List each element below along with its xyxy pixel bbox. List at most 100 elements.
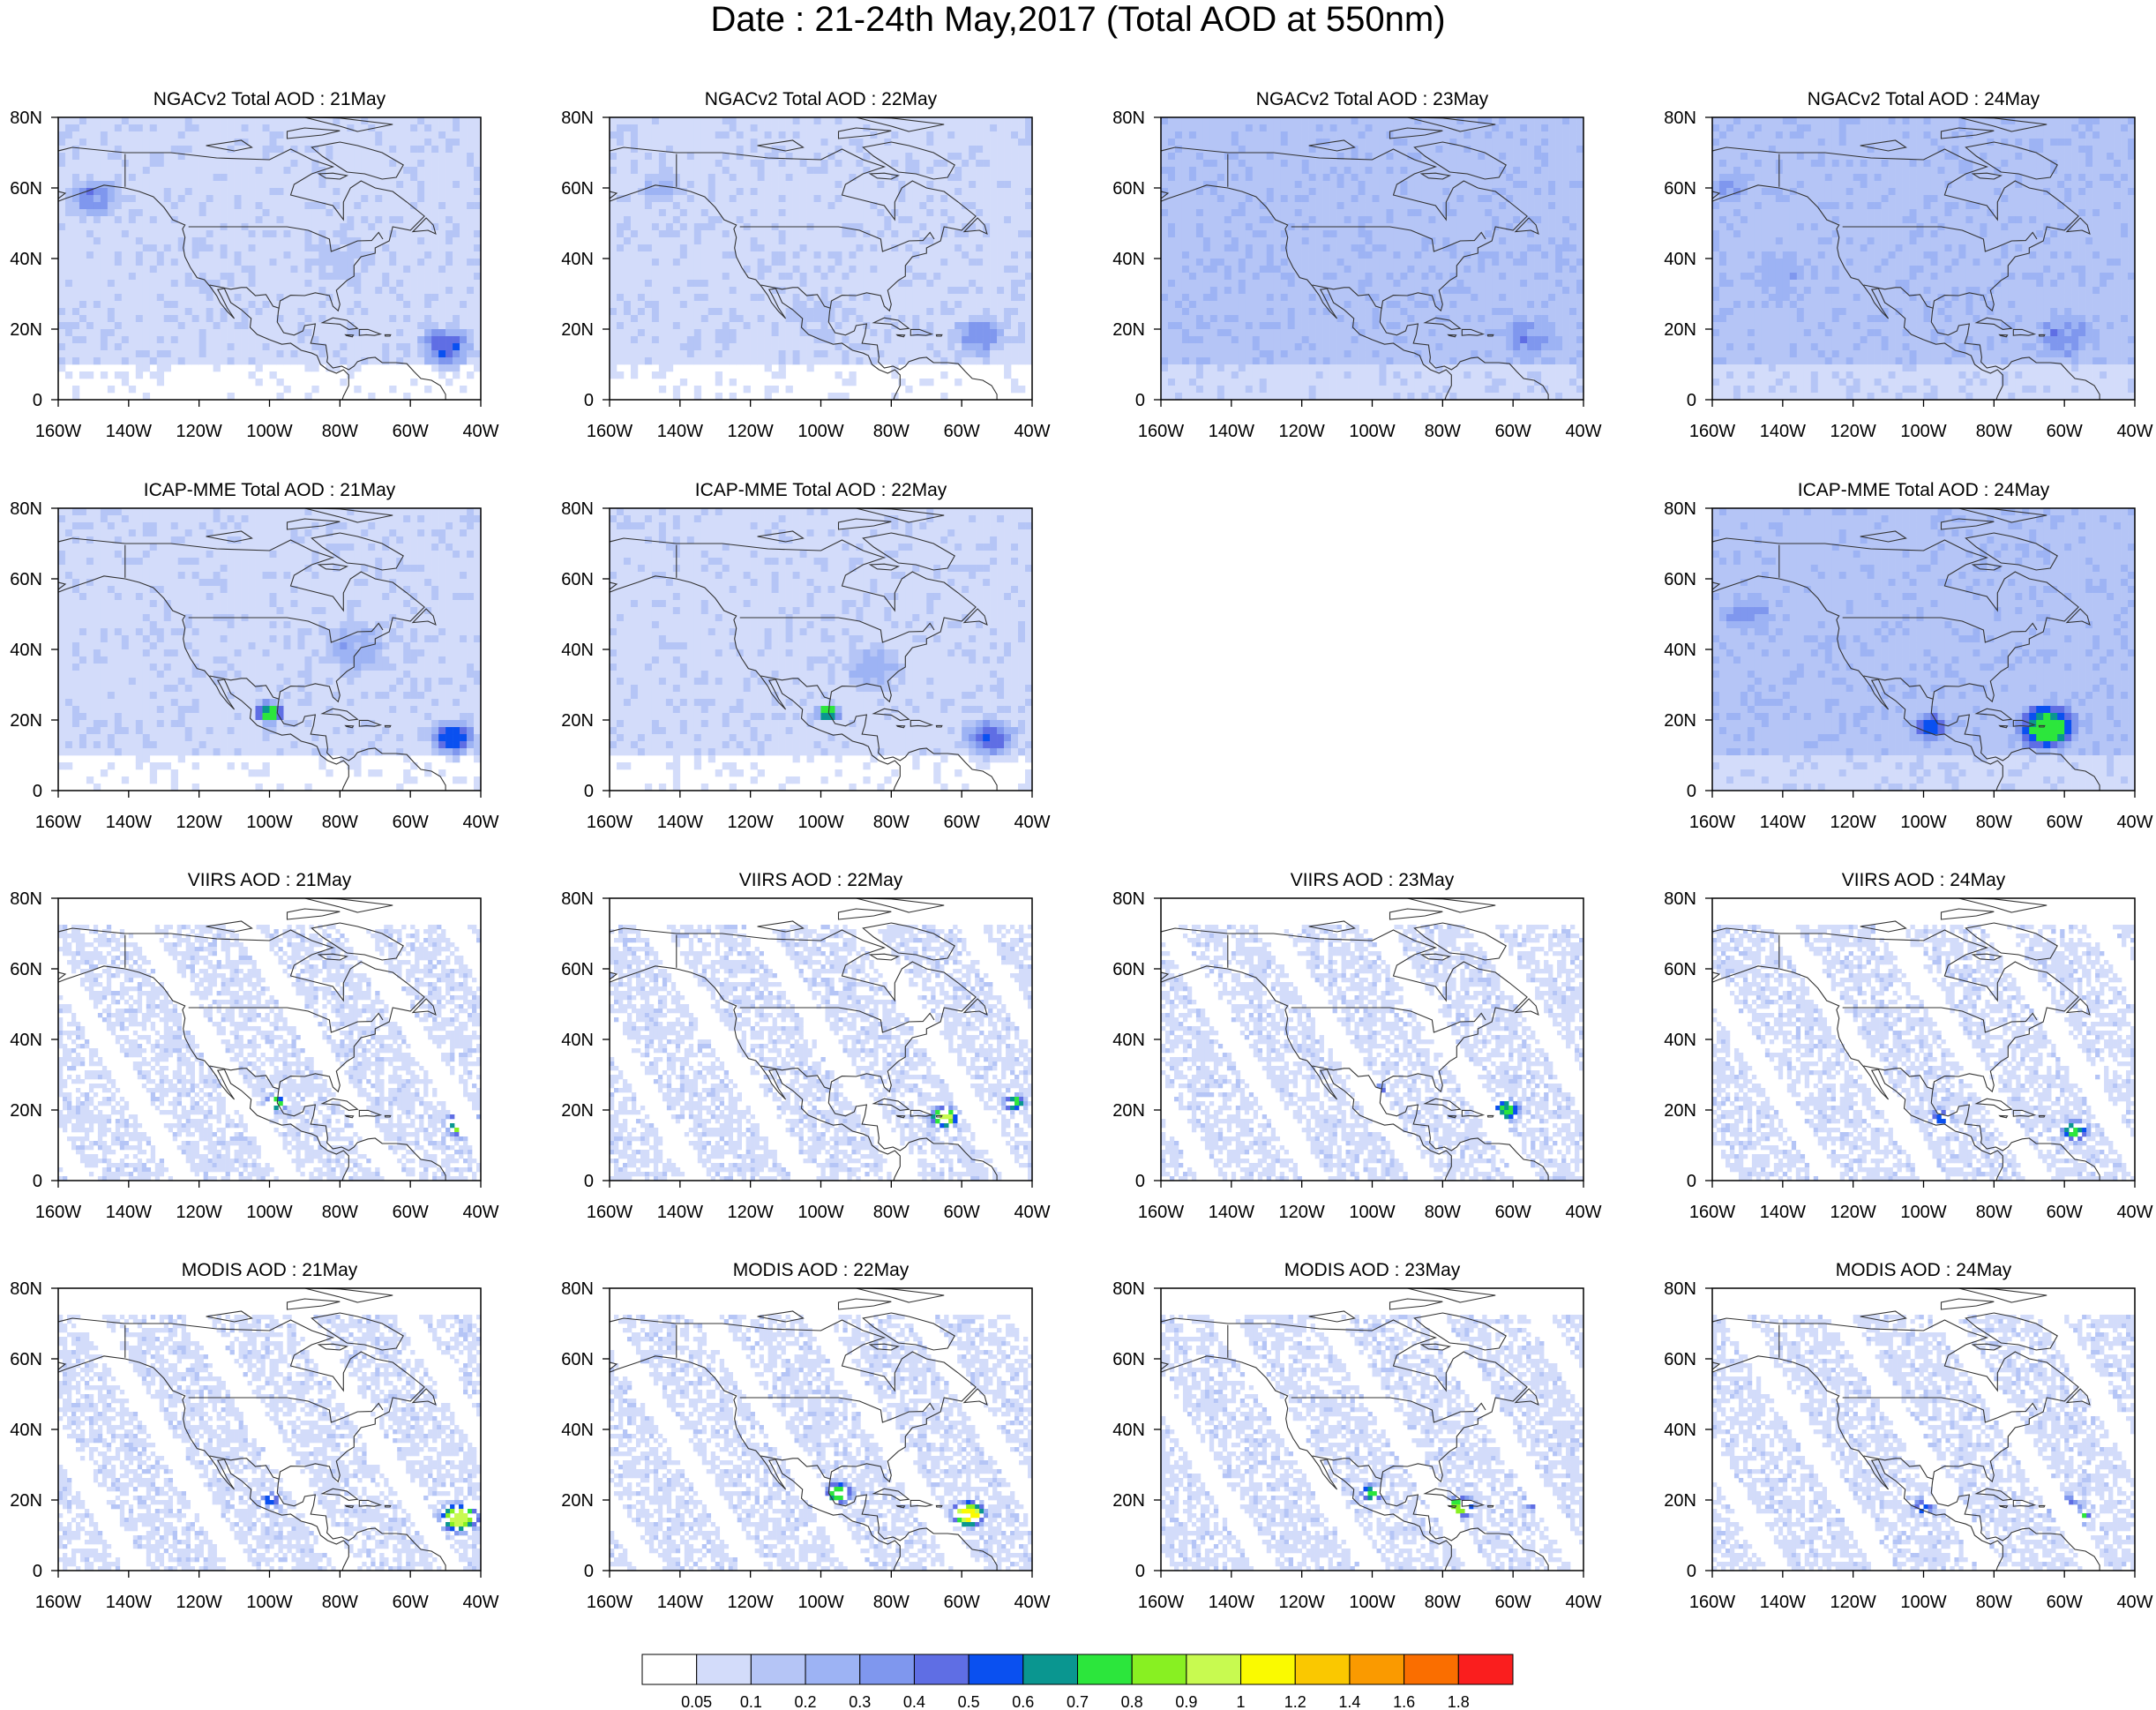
aod-cell bbox=[262, 357, 270, 365]
aod-cell bbox=[827, 301, 835, 309]
aod-cell bbox=[616, 259, 625, 266]
aod-cell bbox=[849, 280, 857, 288]
aod-cell bbox=[170, 266, 179, 274]
aod-cell bbox=[813, 244, 821, 252]
aod-cell bbox=[220, 188, 228, 196]
aod-cell bbox=[283, 329, 291, 337]
aod-cell bbox=[297, 174, 305, 182]
aod-cell bbox=[743, 244, 751, 252]
aod-cell bbox=[1372, 124, 1380, 132]
aod-cell bbox=[213, 230, 221, 238]
aod-cell bbox=[1294, 139, 1302, 146]
aod-cell bbox=[771, 174, 779, 182]
aod-cell bbox=[799, 131, 807, 139]
aod-cell bbox=[1534, 146, 1542, 154]
aod-cell bbox=[431, 357, 439, 365]
aod-cell bbox=[438, 301, 446, 309]
aod-cell bbox=[283, 244, 291, 252]
aod-cell bbox=[926, 308, 934, 316]
aod-cell bbox=[170, 124, 179, 132]
aod-cell bbox=[311, 273, 319, 281]
aod-cell bbox=[976, 350, 984, 358]
aod-cell bbox=[100, 216, 109, 224]
aod-cell bbox=[1513, 146, 1521, 154]
aod-cell bbox=[79, 124, 87, 132]
aod-cell bbox=[771, 202, 779, 210]
aod-cell bbox=[424, 343, 432, 351]
aod-cell bbox=[672, 350, 681, 358]
aod-cell bbox=[396, 350, 404, 358]
aod-cell bbox=[877, 160, 885, 168]
aod-cell bbox=[1414, 160, 1422, 168]
aod-cell bbox=[354, 153, 362, 161]
aod-cell bbox=[863, 124, 871, 132]
aod-cell bbox=[926, 124, 934, 132]
aod-cell bbox=[1365, 181, 1373, 189]
aod-cell bbox=[1259, 117, 1268, 125]
aod-cell bbox=[445, 124, 453, 132]
aod-cell bbox=[799, 251, 807, 259]
aod-cell bbox=[644, 294, 653, 302]
aod-cell bbox=[1555, 181, 1563, 189]
aod-cell bbox=[248, 237, 256, 245]
aod-cell bbox=[354, 124, 362, 132]
aod-cell bbox=[170, 308, 179, 316]
aod-cell bbox=[58, 160, 66, 168]
aod-cell bbox=[898, 124, 906, 132]
aod-cell bbox=[79, 223, 87, 231]
aod-cell bbox=[743, 301, 751, 309]
aod-cell bbox=[248, 188, 256, 196]
aod-cell bbox=[177, 117, 185, 125]
lat-tick-label: 60N bbox=[561, 179, 594, 199]
aod-cell bbox=[799, 287, 807, 295]
aod-cell bbox=[304, 160, 312, 168]
aod-cell bbox=[156, 237, 165, 245]
aod-cell bbox=[679, 259, 688, 266]
aod-cell bbox=[736, 160, 744, 168]
aod-cell bbox=[156, 174, 165, 182]
aod-cell bbox=[361, 350, 369, 358]
aod-cell bbox=[891, 195, 899, 203]
aod-cell bbox=[347, 301, 355, 309]
aod-cell bbox=[610, 230, 618, 238]
aod-cell bbox=[827, 230, 835, 238]
aod-cell bbox=[983, 301, 991, 309]
aod-cell bbox=[361, 167, 369, 175]
aod-cell bbox=[1435, 167, 1443, 175]
aod-cell bbox=[184, 266, 192, 274]
aod-cell bbox=[693, 124, 702, 132]
aod-cell bbox=[637, 153, 646, 161]
aod-cell bbox=[1478, 117, 1486, 125]
aod-cell bbox=[163, 336, 172, 344]
aod-cell bbox=[318, 209, 326, 217]
aod-cell bbox=[64, 216, 73, 224]
aod-cell bbox=[954, 287, 962, 295]
aod-cell bbox=[163, 251, 172, 259]
aod-cell bbox=[715, 181, 723, 189]
aod-cell bbox=[785, 343, 793, 351]
aod-cell bbox=[86, 287, 94, 295]
aod-cell bbox=[912, 287, 920, 295]
aod-cell bbox=[191, 237, 199, 245]
aod-cell bbox=[269, 216, 277, 224]
aod-cell bbox=[983, 181, 991, 189]
aod-cell bbox=[276, 202, 284, 210]
aod-cell bbox=[637, 131, 646, 139]
aod-cell bbox=[835, 308, 842, 316]
aod-cell bbox=[771, 315, 779, 323]
aod-cell bbox=[693, 244, 702, 252]
aod-cell bbox=[206, 181, 213, 189]
aod-cell bbox=[856, 322, 864, 330]
aod-cell bbox=[610, 294, 618, 302]
aod-cell bbox=[460, 322, 468, 330]
aod-cell bbox=[460, 259, 468, 266]
aod-cell bbox=[715, 230, 723, 238]
aod-cell bbox=[156, 259, 165, 266]
aod-cell bbox=[445, 202, 453, 210]
aod-cell bbox=[474, 153, 482, 161]
aod-cell bbox=[107, 174, 116, 182]
aod-cell bbox=[919, 188, 927, 196]
aod-cell bbox=[368, 357, 376, 365]
aod-cell bbox=[912, 336, 920, 344]
aod-cell bbox=[969, 301, 977, 309]
